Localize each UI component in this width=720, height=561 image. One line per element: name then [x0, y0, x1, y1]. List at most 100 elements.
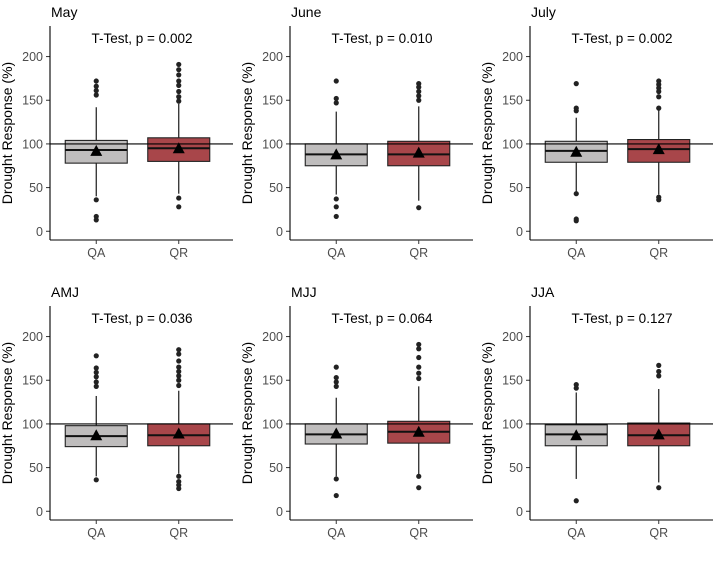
y-tick-label: 0 [276, 505, 283, 519]
box-qa [544, 382, 608, 504]
y-tick-label: 100 [22, 137, 43, 151]
y-axis-label: Drought Response (%) [239, 62, 255, 204]
outlier-point [333, 95, 339, 102]
outlier-point [176, 88, 182, 95]
outlier-point [416, 375, 422, 382]
box-qr [627, 362, 691, 491]
mean-marker [652, 428, 665, 440]
ttest-annotation: T-Test, p = 0.002 [92, 31, 193, 46]
outlier-point [416, 473, 422, 479]
box-qr [627, 78, 691, 203]
ttest-annotation: T-Test, p = 0.064 [332, 311, 433, 326]
panel-title: AMJ [51, 284, 79, 300]
outlier-point [333, 204, 339, 210]
outlier-point [93, 353, 99, 359]
outlier-point [416, 84, 422, 90]
y-tick-label: 0 [36, 225, 43, 239]
outlier-point [176, 347, 182, 353]
outlier-point [416, 88, 422, 95]
panel-mjj: MJJ T-Test, p = 0.064 Drought Response (%)… [239, 284, 473, 540]
y-tick-label: 150 [502, 94, 523, 108]
y-tick-label: 50 [509, 461, 523, 475]
x-tick-label: QR [169, 526, 188, 540]
panel-title: MJJ [291, 284, 317, 300]
box-qr [387, 81, 451, 211]
y-tick-label: 0 [516, 225, 523, 239]
outlier-point [656, 362, 662, 368]
box-qa [64, 78, 128, 223]
outlier-point [573, 385, 579, 391]
outlier-point [416, 93, 422, 99]
y-tick-label: 100 [502, 417, 523, 431]
y-tick-label: 150 [262, 94, 283, 108]
y-tick-label: 0 [276, 225, 283, 239]
x-tick-label: QA [87, 246, 106, 260]
outlier-point [416, 370, 422, 376]
y-tick-label: 50 [269, 461, 283, 475]
mean-marker [330, 427, 343, 439]
outlier-point [333, 213, 339, 220]
outlier-point [93, 78, 99, 84]
box-qa [304, 78, 368, 220]
box-qa [544, 81, 608, 224]
box-qr [387, 341, 451, 491]
outlier-point [573, 81, 579, 87]
outlier-point [656, 94, 662, 100]
outlier-point [176, 364, 182, 370]
outlier-point [93, 83, 99, 89]
outlier-point [176, 351, 182, 357]
outlier-point [656, 368, 662, 375]
outlier-point [333, 100, 339, 106]
x-tick-label: QR [169, 246, 188, 260]
outlier-point [416, 485, 422, 491]
outlier-point [176, 358, 182, 364]
outlier-point [656, 197, 662, 203]
outlier-point [176, 204, 182, 210]
panel-july: July T-Test, p = 0.002 Drought Response (%… [479, 4, 713, 260]
x-tick-label: QR [649, 526, 668, 540]
x-tick-label: QR [649, 246, 668, 260]
outlier-point [93, 88, 99, 94]
outlier-point [333, 383, 339, 389]
ttest-annotation: T-Test, p = 0.036 [92, 311, 193, 326]
outlier-point [176, 78, 182, 84]
panel-title: June [291, 4, 322, 20]
outlier-point [416, 341, 422, 348]
y-axis-label: Drought Response (%) [0, 62, 15, 204]
y-tick-label: 50 [269, 181, 283, 195]
y-tick-label: 50 [509, 181, 523, 195]
y-tick-label: 100 [502, 137, 523, 151]
outlier-point [176, 61, 182, 68]
outlier-point [176, 382, 182, 389]
y-tick-label: 150 [22, 374, 43, 388]
outlier-point [656, 88, 662, 95]
outlier-point [176, 368, 182, 375]
mean-marker [90, 429, 103, 441]
outlier-point [176, 195, 182, 201]
y-tick-label: 200 [22, 50, 43, 64]
outlier-point [93, 365, 99, 371]
outlier-point [333, 492, 339, 499]
y-tick-label: 100 [262, 137, 283, 151]
outlier-point [93, 197, 99, 203]
mean-marker [570, 145, 583, 157]
x-tick-label: QR [409, 246, 428, 260]
outlier-point [416, 354, 422, 361]
y-axis-label: Drought Response (%) [479, 342, 495, 484]
mean-marker [90, 144, 103, 156]
x-tick-label: QA [327, 526, 346, 540]
outlier-point [93, 379, 99, 385]
y-axis-label: Drought Response (%) [239, 342, 255, 484]
outlier-point [176, 485, 182, 492]
mean-marker [652, 143, 665, 155]
x-tick-label: QR [409, 526, 428, 540]
panel-june: June T-Test, p = 0.010 Drought Response (%… [239, 4, 473, 260]
y-tick-label: 100 [22, 417, 43, 431]
outlier-point [333, 78, 339, 84]
y-axis-label: Drought Response (%) [0, 342, 15, 484]
mean-marker [172, 142, 185, 154]
outlier-point [176, 377, 182, 383]
y-tick-label: 150 [262, 374, 283, 388]
panel-title: JJA [531, 284, 555, 300]
